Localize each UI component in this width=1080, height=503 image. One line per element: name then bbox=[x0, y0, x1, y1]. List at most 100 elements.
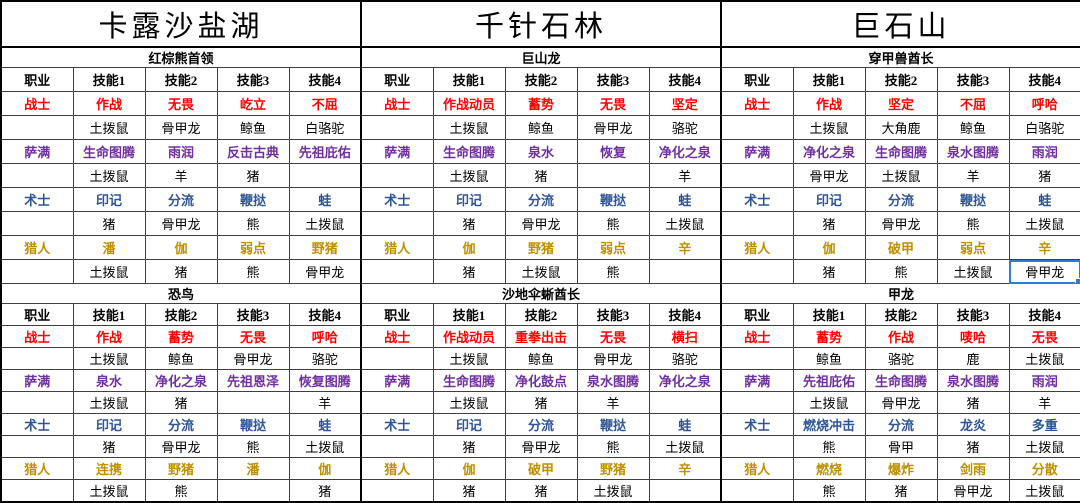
empty-cell[interactable] bbox=[720, 391, 794, 414]
pet-cell[interactable]: 土拨鼠 bbox=[288, 211, 362, 236]
pet-cell[interactable]: 猪 bbox=[432, 259, 506, 284]
selected-cell[interactable]: 骨甲龙 bbox=[1008, 259, 1080, 284]
skill-cell[interactable]: 恢复图腾 bbox=[288, 369, 362, 392]
skill-cell[interactable]: 鞭挞 bbox=[576, 187, 650, 212]
pet-cell[interactable]: 骨甲龙 bbox=[576, 115, 650, 140]
pet-cell[interactable]: 猪 bbox=[216, 163, 290, 188]
empty-cell[interactable] bbox=[720, 163, 794, 188]
skill-cell[interactable]: 屹立 bbox=[216, 91, 290, 116]
skill-cell[interactable]: 坚定 bbox=[648, 91, 722, 116]
skill-cell[interactable]: 野猪 bbox=[504, 235, 578, 260]
skill-cell[interactable]: 鞭挞 bbox=[216, 413, 290, 436]
pet-cell[interactable]: 土拨鼠 bbox=[432, 347, 506, 370]
pet-cell[interactable]: 土拨鼠 bbox=[72, 163, 146, 188]
pet-cell[interactable]: 骆驼 bbox=[864, 347, 938, 370]
skill-cell[interactable]: 生命图腾 bbox=[432, 369, 506, 392]
skill-cell[interactable]: 潘 bbox=[216, 457, 290, 480]
skill-cell[interactable]: 分流 bbox=[504, 413, 578, 436]
pet-cell[interactable]: 猪 bbox=[1008, 163, 1080, 188]
class-label[interactable]: 猎人 bbox=[0, 457, 74, 480]
skill-cell[interactable]: 不屈 bbox=[936, 91, 1010, 116]
pet-cell[interactable]: 鲸鱼 bbox=[792, 347, 866, 370]
pet-cell[interactable] bbox=[216, 391, 290, 414]
skill-cell[interactable]: 泉水图腾 bbox=[936, 139, 1010, 164]
empty-cell[interactable] bbox=[360, 347, 434, 370]
pet-cell[interactable]: 骨甲龙 bbox=[504, 211, 578, 236]
skill-cell[interactable]: 伽 bbox=[432, 457, 506, 480]
skill-cell[interactable]: 先祖庇佑 bbox=[288, 139, 362, 164]
skill-cell[interactable]: 蛙 bbox=[288, 413, 362, 436]
empty-cell[interactable] bbox=[0, 347, 74, 370]
skill-cell[interactable]: 生命图腾 bbox=[864, 369, 938, 392]
skill-cell[interactable]: 辛 bbox=[648, 457, 722, 480]
empty-cell[interactable] bbox=[720, 435, 794, 458]
skill-cell[interactable]: 恢复 bbox=[576, 139, 650, 164]
pet-cell[interactable]: 土拨鼠 bbox=[792, 115, 866, 140]
pet-cell[interactable]: 羊 bbox=[936, 163, 1010, 188]
skill-cell[interactable]: 蛙 bbox=[648, 187, 722, 212]
pet-cell[interactable]: 鲸鱼 bbox=[504, 115, 578, 140]
skill-cell[interactable]: 蓄势 bbox=[144, 325, 218, 348]
class-label[interactable]: 战士 bbox=[720, 91, 794, 116]
skill-cell[interactable]: 泉水图腾 bbox=[576, 369, 650, 392]
skill-cell[interactable]: 净化鼓点 bbox=[504, 369, 578, 392]
class-label[interactable]: 战士 bbox=[360, 325, 434, 348]
pet-cell[interactable]: 骨甲龙 bbox=[216, 347, 290, 370]
pet-cell[interactable]: 骨甲龙 bbox=[504, 435, 578, 458]
class-label[interactable]: 战士 bbox=[0, 325, 74, 348]
skill-cell[interactable]: 印记 bbox=[72, 187, 146, 212]
pet-cell[interactable]: 熊 bbox=[216, 259, 290, 284]
skill-cell[interactable]: 生命图腾 bbox=[432, 139, 506, 164]
pet-cell[interactable]: 骆驼 bbox=[648, 115, 722, 140]
empty-cell[interactable] bbox=[360, 163, 434, 188]
pet-cell[interactable]: 土拨鼠 bbox=[72, 259, 146, 284]
pet-cell[interactable]: 土拨鼠 bbox=[1008, 479, 1080, 503]
pet-cell[interactable]: 猪 bbox=[432, 479, 506, 503]
skill-cell[interactable]: 呼哈 bbox=[288, 325, 362, 348]
pet-cell[interactable]: 土拨鼠 bbox=[648, 211, 722, 236]
pet-cell[interactable]: 土拨鼠 bbox=[72, 115, 146, 140]
skill-cell[interactable]: 蛙 bbox=[288, 187, 362, 212]
class-label[interactable]: 猎人 bbox=[720, 235, 794, 260]
pet-cell[interactable]: 白骆驼 bbox=[288, 115, 362, 140]
skill-cell[interactable]: 呼哈 bbox=[1008, 91, 1080, 116]
class-label[interactable]: 萨满 bbox=[360, 139, 434, 164]
skill-cell[interactable]: 净化之泉 bbox=[144, 369, 218, 392]
pet-cell[interactable]: 鲸鱼 bbox=[504, 347, 578, 370]
skill-cell[interactable]: 剑雨 bbox=[936, 457, 1010, 480]
class-label[interactable]: 战士 bbox=[0, 91, 74, 116]
skill-cell[interactable]: 破甲 bbox=[864, 235, 938, 260]
pet-cell[interactable]: 白骆驼 bbox=[1008, 115, 1080, 140]
pet-cell[interactable]: 骨甲龙 bbox=[864, 391, 938, 414]
skill-cell[interactable]: 辛 bbox=[648, 235, 722, 260]
pet-cell[interactable] bbox=[648, 391, 722, 414]
skill-cell[interactable]: 伽 bbox=[288, 457, 362, 480]
skill-cell[interactable]: 坚定 bbox=[864, 91, 938, 116]
pet-cell[interactable]: 骨甲龙 bbox=[936, 479, 1010, 503]
empty-cell[interactable] bbox=[360, 259, 434, 284]
pet-cell[interactable]: 大角鹿 bbox=[864, 115, 938, 140]
class-label[interactable]: 术士 bbox=[0, 187, 74, 212]
skill-cell[interactable]: 先祖庇佑 bbox=[792, 369, 866, 392]
pet-cell[interactable]: 羊 bbox=[576, 391, 650, 414]
pet-cell[interactable]: 猪 bbox=[504, 391, 578, 414]
class-label[interactable]: 战士 bbox=[360, 91, 434, 116]
pet-cell[interactable]: 猪 bbox=[432, 435, 506, 458]
pet-cell[interactable]: 骨甲 bbox=[864, 435, 938, 458]
skill-cell[interactable]: 潘 bbox=[72, 235, 146, 260]
skill-cell[interactable]: 分流 bbox=[864, 413, 938, 436]
pet-cell[interactable]: 土拨鼠 bbox=[288, 435, 362, 458]
class-label[interactable]: 术士 bbox=[360, 413, 434, 436]
pet-cell[interactable] bbox=[648, 259, 722, 284]
pet-cell[interactable]: 熊 bbox=[576, 259, 650, 284]
pet-cell[interactable]: 鹿 bbox=[936, 347, 1010, 370]
skill-cell[interactable]: 伽 bbox=[144, 235, 218, 260]
skill-cell[interactable]: 印记 bbox=[792, 187, 866, 212]
skill-cell[interactable]: 净化之泉 bbox=[792, 139, 866, 164]
skill-cell[interactable]: 鞭挞 bbox=[576, 413, 650, 436]
pet-cell[interactable]: 土拨鼠 bbox=[72, 347, 146, 370]
empty-cell[interactable] bbox=[0, 211, 74, 236]
skill-cell[interactable]: 印记 bbox=[72, 413, 146, 436]
pet-cell[interactable]: 羊 bbox=[1008, 391, 1080, 414]
class-label[interactable]: 萨满 bbox=[0, 369, 74, 392]
